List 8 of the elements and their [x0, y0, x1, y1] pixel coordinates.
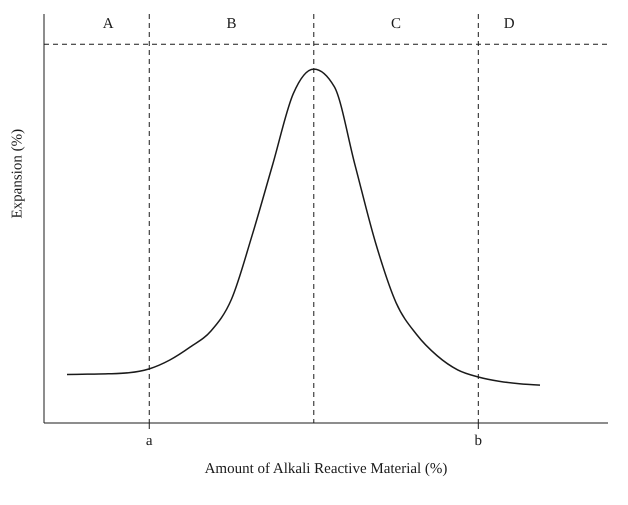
- text: C: [390, 16, 402, 33]
- y-axis-title: Expansion (%): [9, 128, 26, 218]
- text: D: [502, 16, 516, 33]
- x-axis-title: Amount of Alkali Reactive Material (%): [204, 461, 448, 477]
- x-tick-label: a: [146, 433, 153, 449]
- text: A: [102, 16, 115, 33]
- text: B: [226, 16, 238, 33]
- x-tick-label: b: [474, 433, 482, 449]
